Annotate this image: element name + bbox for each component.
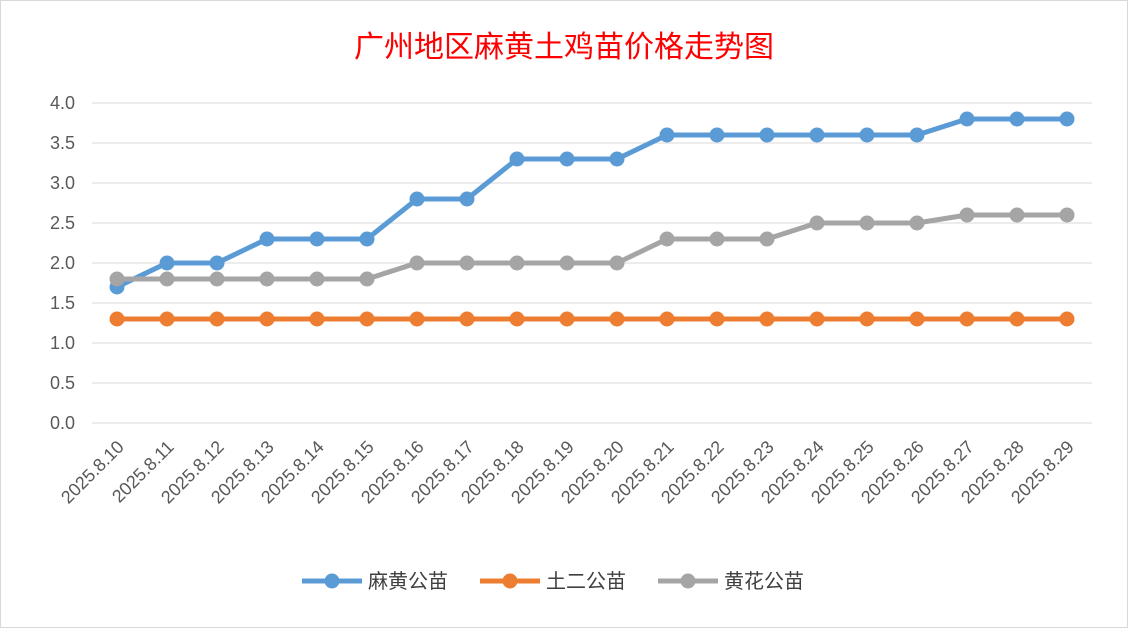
- y-tick-label: 3.0: [50, 173, 75, 193]
- legend-item: 土二公苗: [480, 569, 626, 593]
- series-1: [109, 111, 1075, 295]
- legend-label: 土二公苗: [546, 569, 626, 593]
- data-point: [659, 311, 675, 327]
- data-point: [459, 191, 475, 207]
- y-tick-label: 3.5: [50, 133, 75, 153]
- data-point: [159, 311, 175, 327]
- data-point: [159, 271, 175, 287]
- y-tick-label: 4.0: [50, 93, 75, 113]
- y-tick-label: 2.5: [50, 213, 75, 233]
- data-point: [359, 231, 375, 247]
- y-tick-label: 0.0: [50, 413, 75, 433]
- data-point: [659, 231, 675, 247]
- data-point: [709, 311, 725, 327]
- data-point: [309, 231, 325, 247]
- series-line: [114, 116, 1070, 290]
- legend-item: 黄花公苗: [658, 569, 804, 593]
- data-point: [359, 271, 375, 287]
- data-point: [609, 255, 625, 271]
- data-point: [559, 151, 575, 167]
- data-point: [809, 311, 825, 327]
- data-point: [909, 311, 925, 327]
- data-point: [659, 127, 675, 143]
- data-point: [209, 255, 225, 271]
- data-point: [1009, 311, 1025, 327]
- data-point: [809, 215, 825, 231]
- data-point: [759, 311, 775, 327]
- y-tick-label: 1.0: [50, 333, 75, 353]
- data-point: [509, 311, 525, 327]
- data-point: [209, 271, 225, 287]
- data-point: [259, 311, 275, 327]
- y-tick-label: 2.0: [50, 253, 75, 273]
- data-point: [1059, 311, 1075, 327]
- data-point: [259, 271, 275, 287]
- data-point: [309, 311, 325, 327]
- data-point: [159, 255, 175, 271]
- data-point: [459, 255, 475, 271]
- data-point: [109, 311, 125, 327]
- data-point: [209, 311, 225, 327]
- series-2: [109, 311, 1075, 327]
- data-point: [409, 191, 425, 207]
- data-point: [909, 127, 925, 143]
- data-point: [609, 151, 625, 167]
- legend-swatch-marker: [680, 573, 696, 589]
- data-point: [109, 271, 125, 287]
- series-lines: [109, 111, 1075, 327]
- data-point: [509, 255, 525, 271]
- legend-swatch-marker: [502, 573, 518, 589]
- data-point: [409, 255, 425, 271]
- data-point: [1009, 207, 1025, 223]
- data-point: [309, 271, 325, 287]
- y-tick-label: 1.5: [50, 293, 75, 313]
- legend-label: 黄花公苗: [724, 569, 804, 593]
- data-point: [809, 127, 825, 143]
- data-point: [259, 231, 275, 247]
- data-point: [759, 127, 775, 143]
- data-point: [1059, 207, 1075, 223]
- legend: 麻黄公苗 土二公苗 黄花公苗: [302, 569, 804, 593]
- legend-item: 麻黄公苗: [302, 569, 448, 593]
- x-axis-ticks: 2025.8.102025.8.112025.8.122025.8.132025…: [57, 437, 1078, 508]
- data-point: [709, 231, 725, 247]
- series-3: [109, 207, 1075, 287]
- y-axis-ticks: 0.0 0.5 1.0 1.5 2.0 2.5 3.0 3.5 4.0: [50, 93, 75, 433]
- data-point: [959, 207, 975, 223]
- data-point: [559, 255, 575, 271]
- data-point: [859, 215, 875, 231]
- legend-label: 麻黄公苗: [368, 569, 448, 593]
- data-point: [459, 311, 475, 327]
- series-line: [114, 212, 1070, 282]
- data-point: [959, 311, 975, 327]
- data-point: [909, 215, 925, 231]
- data-point: [1059, 111, 1075, 127]
- data-point: [609, 311, 625, 327]
- data-point: [859, 311, 875, 327]
- data-point: [709, 127, 725, 143]
- data-point: [859, 127, 875, 143]
- data-point: [409, 311, 425, 327]
- data-point: [759, 231, 775, 247]
- legend-swatch-marker: [324, 573, 340, 589]
- data-point: [509, 151, 525, 167]
- data-point: [359, 311, 375, 327]
- data-point: [1009, 111, 1025, 127]
- y-tick-label: 0.5: [50, 373, 75, 393]
- data-point: [559, 311, 575, 327]
- data-point: [959, 111, 975, 127]
- chart-title: 广州地区麻黄土鸡苗价格走势图: [354, 30, 774, 65]
